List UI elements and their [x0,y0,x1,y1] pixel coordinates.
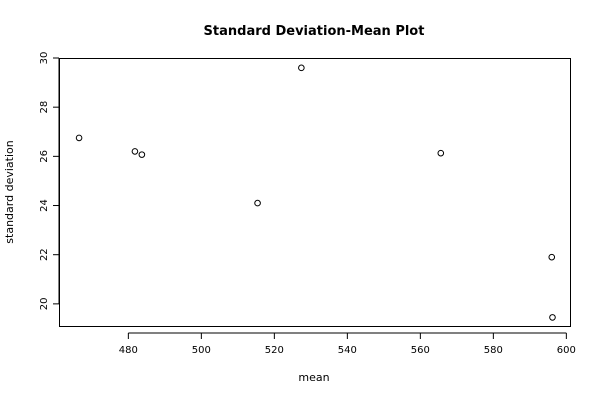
data-point [298,64,305,72]
x-axis: 480 500 520 540 560 580 600 [119,332,576,356]
data-points [75,64,556,321]
data-point [437,149,445,157]
data-point [549,314,556,321]
y-axis: 20 22 24 26 28 30 [39,52,60,311]
x-tick-label: 580 [484,345,503,356]
data-point [254,199,261,207]
x-tick-label: 500 [192,345,211,356]
y-tick-label: 24 [39,199,50,212]
x-tick-label: 480 [119,345,138,356]
data-point [75,134,83,142]
y-tick-label: 22 [39,248,50,261]
x-tick-label: 520 [265,345,284,356]
y-tick-label: 26 [39,150,50,163]
y-tick-label: 20 [39,298,50,311]
chart-title: Standard Deviation-Mean Plot [204,24,425,39]
y-tick-label: 28 [39,101,50,114]
data-point [548,253,556,261]
x-tick-label: 600 [557,345,576,356]
data-point [131,148,139,155]
y-tick-label: 30 [39,52,50,65]
x-tick-label: 540 [338,345,357,356]
y-axis-label: standard deviation [3,140,16,243]
plot-frame [59,58,571,327]
data-point [138,151,146,158]
x-axis-label: mean [298,371,329,384]
x-tick-label: 560 [411,345,430,356]
